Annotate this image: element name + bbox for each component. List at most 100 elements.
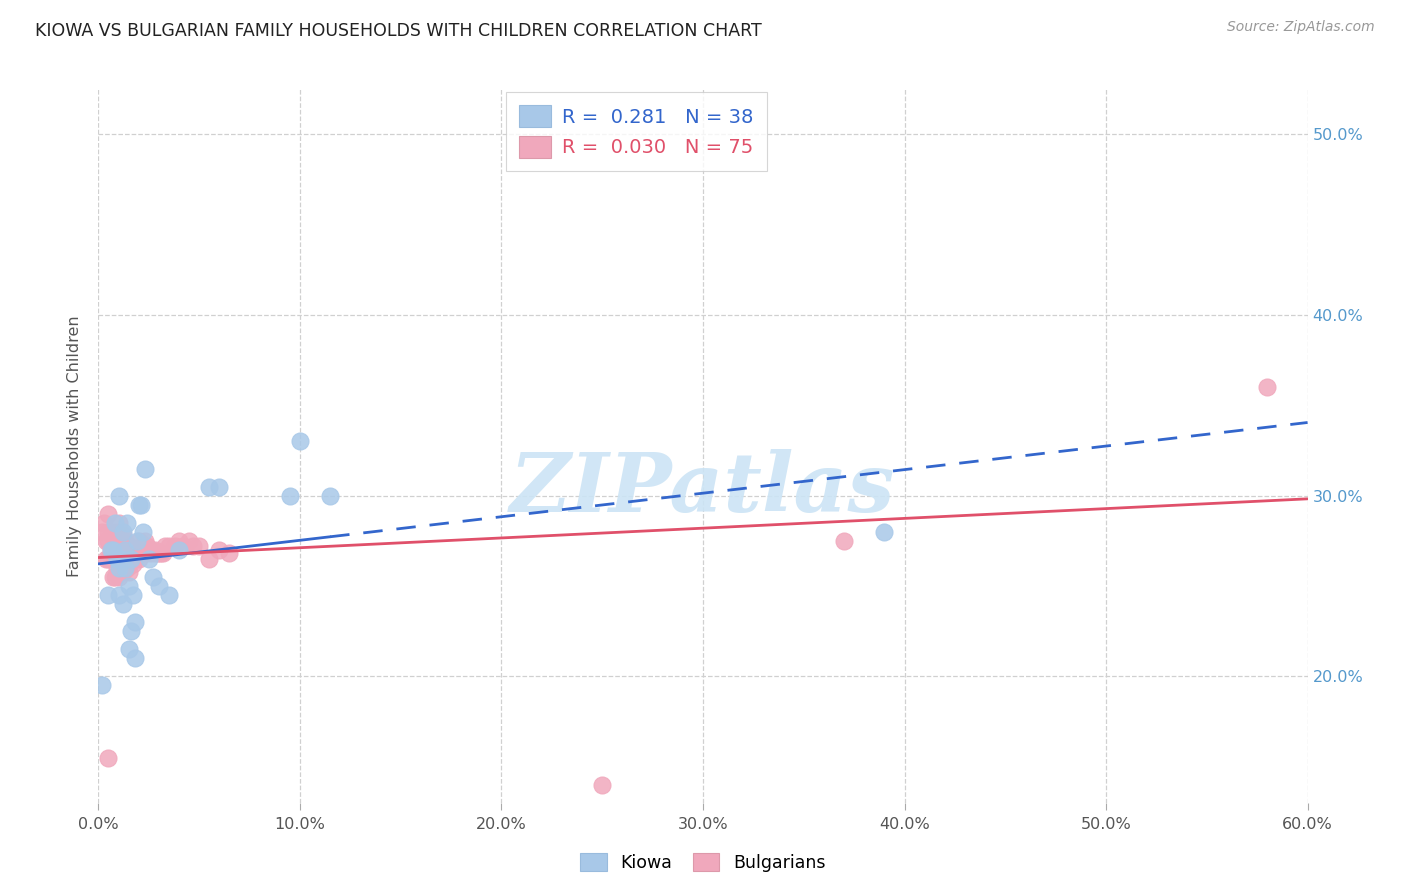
Point: [135, 539, 157, 553]
Point: [134, 461, 156, 475]
Point: [120, 547, 142, 561]
Point: [105, 539, 128, 553]
Point: [114, 561, 136, 575]
Point: [319, 489, 342, 503]
Point: [91, 678, 114, 692]
Point: [128, 552, 150, 566]
Point: [111, 597, 134, 611]
Point: [148, 579, 170, 593]
Point: [139, 542, 162, 557]
Point: [128, 533, 150, 548]
Point: [118, 565, 141, 579]
Point: [832, 533, 855, 548]
Point: [181, 539, 204, 553]
Point: [91, 524, 114, 539]
Point: [120, 624, 142, 639]
Point: [163, 539, 186, 553]
Point: [114, 542, 136, 557]
Point: [208, 542, 231, 557]
Point: [107, 561, 129, 575]
Point: [101, 542, 124, 557]
Point: [288, 434, 311, 449]
Point: [105, 561, 128, 575]
Point: [120, 552, 142, 566]
Point: [142, 570, 165, 584]
Point: [96, 552, 118, 566]
Point: [152, 547, 174, 561]
Point: [101, 570, 124, 584]
Point: [118, 642, 141, 657]
Point: [121, 558, 143, 572]
Point: [124, 615, 146, 629]
Point: [134, 547, 156, 561]
Point: [107, 570, 129, 584]
Point: [114, 547, 136, 561]
Point: [105, 552, 128, 566]
Point: [103, 516, 125, 530]
Point: [107, 539, 129, 553]
Point: [121, 542, 143, 557]
Point: [134, 533, 156, 548]
Point: [167, 542, 190, 557]
Point: [107, 489, 129, 503]
Point: [103, 542, 125, 557]
Point: [118, 539, 141, 553]
Point: [143, 542, 166, 557]
Point: [128, 498, 150, 512]
Point: [97, 533, 120, 548]
Point: [125, 547, 148, 561]
Point: [107, 516, 129, 530]
Point: [118, 552, 141, 566]
Point: [111, 565, 134, 579]
Point: [115, 542, 138, 557]
Point: [97, 588, 120, 602]
Point: [124, 552, 146, 566]
Point: [179, 533, 201, 548]
Point: [107, 547, 129, 561]
Point: [121, 588, 143, 602]
Point: [167, 533, 190, 548]
Legend: Kiowa, Bulgarians: Kiowa, Bulgarians: [574, 847, 832, 879]
Point: [97, 524, 120, 539]
Point: [278, 489, 301, 503]
Point: [107, 588, 129, 602]
Point: [1256, 380, 1278, 394]
Point: [198, 552, 221, 566]
Point: [111, 528, 134, 542]
Point: [146, 547, 169, 561]
Point: [107, 558, 129, 572]
Point: [103, 533, 125, 548]
Point: [172, 539, 194, 553]
Point: [101, 542, 124, 557]
Point: [132, 539, 155, 553]
Point: [148, 547, 170, 561]
Point: [125, 533, 148, 548]
Point: [591, 778, 613, 792]
Point: [132, 524, 155, 539]
Point: [110, 561, 132, 575]
Point: [110, 533, 132, 548]
Point: [208, 480, 231, 494]
Point: [107, 528, 129, 542]
Point: [100, 542, 122, 557]
Point: [115, 561, 138, 575]
Point: [157, 588, 180, 602]
Point: [218, 547, 240, 561]
Point: [118, 579, 141, 593]
Point: [105, 524, 128, 539]
Text: ZIPatlas: ZIPatlas: [510, 449, 896, 529]
Point: [129, 498, 152, 512]
Point: [124, 651, 146, 665]
Point: [157, 539, 180, 553]
Point: [97, 750, 120, 764]
Point: [97, 552, 120, 566]
Point: [129, 547, 152, 561]
Point: [93, 516, 115, 530]
Point: [153, 539, 176, 553]
Legend: R =  0.281   N = 38, R =  0.030   N = 75: R = 0.281 N = 38, R = 0.030 N = 75: [506, 92, 768, 171]
Text: Source: ZipAtlas.com: Source: ZipAtlas.com: [1227, 20, 1375, 34]
Point: [149, 547, 172, 561]
Point: [111, 542, 134, 557]
Point: [111, 524, 134, 539]
Point: [103, 552, 125, 566]
